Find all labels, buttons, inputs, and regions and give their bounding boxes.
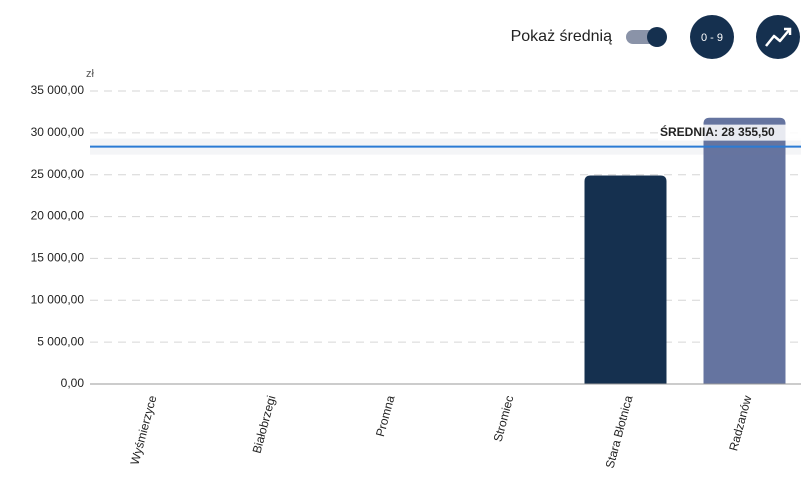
y-tick-label: 15 000,00	[31, 251, 85, 265]
y-tick-label: 25 000,00	[31, 167, 85, 181]
bar	[584, 175, 667, 384]
x-tick-label: Stara Błotnica	[603, 394, 636, 470]
y-tick-label: 35 000,00	[31, 83, 85, 97]
bar	[703, 117, 786, 385]
toggle[interactable]	[626, 27, 667, 47]
average-label-bg	[658, 124, 801, 141]
x-tick-label: Radzanów	[726, 394, 754, 453]
trend-icon	[765, 28, 791, 47]
y-tick-label: 0,00	[61, 376, 85, 390]
range-button-label: 0 - 9	[701, 32, 723, 44]
toggle-label: Pokaż średnią	[511, 28, 612, 45]
x-tick-label: Stromiec	[491, 394, 517, 443]
trend-icon-arrow	[784, 27, 792, 35]
y-tick-label: 30 000,00	[31, 125, 85, 139]
average-label: ŚREDNIA: 28 355,50	[660, 124, 775, 139]
range-button[interactable]	[690, 15, 734, 59]
x-tick-label: Promna	[373, 394, 397, 439]
y-unit: zł	[86, 68, 95, 80]
y-tick-label: 5 000,00	[37, 334, 84, 348]
x-tick-label: Białobrzegi	[250, 394, 279, 455]
y-tick-label: 20 000,00	[31, 209, 85, 223]
y-tick-label: 10 000,00	[31, 292, 85, 306]
x-tick-label: Wyśmierzyce	[128, 394, 160, 467]
toggle-knob[interactable]	[647, 27, 667, 47]
trend-button[interactable]	[756, 15, 800, 59]
